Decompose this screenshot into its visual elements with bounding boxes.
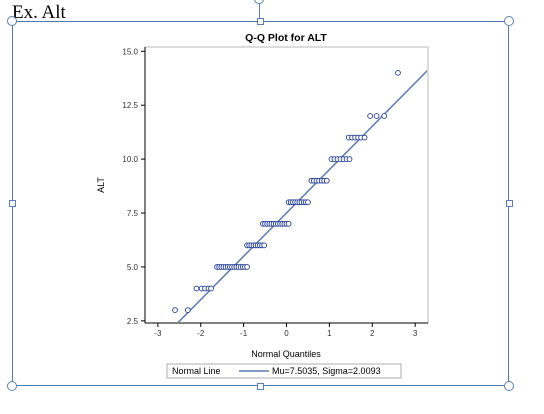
resize-handle-bottom-left[interactable] — [7, 381, 17, 391]
y-tick-label: 7.5 — [127, 209, 139, 218]
data-point — [361, 134, 368, 141]
y-tick-label: 2.5 — [127, 317, 139, 326]
resize-handle-bottom[interactable] — [257, 383, 264, 390]
data-point — [208, 285, 214, 292]
x-tick-label: 2 — [370, 329, 375, 338]
x-tick-label: 3 — [413, 329, 418, 338]
normal-reference-line — [177, 69, 427, 322]
y-tick-label: 5.0 — [127, 263, 139, 272]
data-points — [172, 70, 401, 313]
resize-handle-top-right[interactable] — [504, 16, 514, 26]
x-tick-label: -1 — [240, 329, 248, 338]
data-point — [261, 242, 268, 249]
chart-title: Q-Q Plot for ALT — [245, 32, 327, 44]
data-point — [346, 156, 353, 162]
data-point — [373, 113, 380, 119]
y-tick-label: 12.5 — [122, 101, 138, 110]
y-axis-label: ALT — [96, 177, 106, 193]
x-axis-ticks: -3 -2 -1 0 1 2 3 — [154, 323, 418, 338]
y-tick-label: 15.0 — [122, 47, 138, 56]
data-point — [285, 220, 292, 227]
x-tick-label: -2 — [197, 329, 205, 338]
resize-handle-top-left[interactable] — [7, 16, 17, 26]
legend-entry: Mu=7.5035, Sigma=2.0093 — [272, 366, 381, 376]
data-point — [395, 70, 401, 76]
resize-handle-left[interactable] — [9, 200, 16, 207]
plot-wall — [144, 46, 429, 324]
x-tick-label: 0 — [284, 329, 289, 338]
legend: Normal Line Mu=7.5035, Sigma=2.0093 — [166, 363, 402, 379]
resize-handle-top[interactable] — [257, 18, 264, 25]
legend-title: Normal Line — [172, 366, 221, 376]
resize-handle-right[interactable] — [506, 200, 513, 207]
legend-box — [166, 363, 402, 379]
data-point — [323, 177, 330, 184]
y-axis-ticks: 2.5 5.0 7.5 10.0 12.5 15.0 — [122, 47, 145, 326]
data-point — [172, 307, 178, 313]
x-tick-label: -3 — [154, 329, 162, 338]
rotate-handle-stem — [259, 2, 260, 18]
data-point — [193, 285, 200, 292]
resize-handle-bottom-right[interactable] — [504, 381, 514, 391]
data-point — [305, 199, 311, 206]
data-point — [367, 113, 373, 119]
data-point — [244, 264, 250, 270]
slide-caption: Ex. Alt — [12, 2, 66, 23]
data-point — [381, 113, 388, 119]
x-axis-label: Normal Quantiles — [251, 349, 321, 359]
y-tick-label: 10.0 — [122, 155, 138, 164]
x-tick-label: 1 — [327, 329, 332, 338]
data-point — [185, 307, 191, 313]
